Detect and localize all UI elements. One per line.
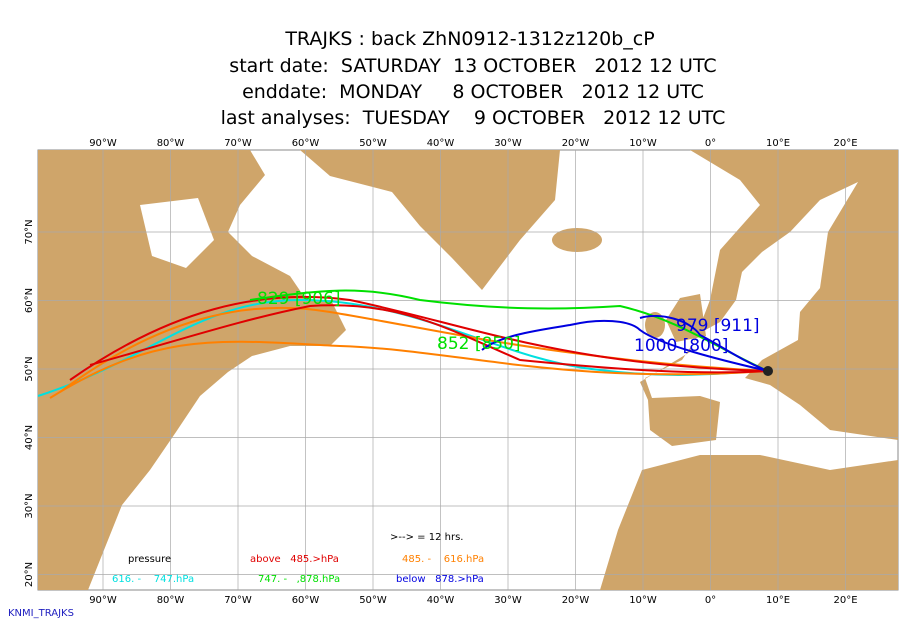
longitude-label: 70°W [224,138,252,149]
longitude-label: 10°W [629,595,657,606]
legend-red: above 485.>hPa [250,554,339,565]
longitude-label: 20°E [833,138,857,149]
longitude-label: 20°W [562,138,590,149]
longitude-label: 60°W [292,595,320,606]
latitude-label: 60°N [24,288,35,313]
longitude-label: 80°W [157,138,185,149]
trajectory-red [69,295,769,381]
arrival-point [763,366,773,376]
longitude-label: 20°E [833,595,857,606]
annotation: 979 [911] [676,316,760,336]
longitude-label: 10°E [766,595,790,606]
analyses: last analyses: TUESDAY 9 OCTOBER 2012 12… [221,107,726,129]
latitude-label: 70°N [24,219,35,244]
latitude-label: 30°N [24,493,35,518]
latitude-label: 50°N [24,356,35,381]
europe [640,150,898,446]
trajectory-orange [49,340,769,399]
latitude-label: 40°N [24,425,35,450]
longitude-label: 20°W [562,595,590,606]
iceland [552,228,602,252]
annotation: 852 [850] [437,334,521,354]
longitude-label: 0° [705,595,716,606]
longitude-label: 40°W [427,138,455,149]
longitude-label: 90°W [89,138,117,149]
longitude-label: 10°E [766,138,790,149]
end-date: enddate: MONDAY 8 OCTOBER 2012 12 UTC [242,81,704,103]
legend-title: pressure [128,554,171,565]
greenland [300,150,560,290]
longitude-label: 60°W [292,138,320,149]
axis-labels: 90°W 90°W 80°W 80°W 70°W 70°W 60°W 60°W 50°W 50°W… [24,138,858,606]
trajectory-green [249,289,769,372]
footer: KNMI_TRAJKS [8,608,74,619]
longitude-label: 40°W [427,595,455,606]
arrow-note: >--> = 12 hrs. [390,532,463,543]
trajectories [37,289,773,399]
longitude-label: 70°W [224,595,252,606]
legend-orange: 485. - 616.hPa [402,554,484,565]
longitude-label: 90°W [89,595,117,606]
longitude-label: 50°W [359,138,387,149]
title: TRAJKS : back ZhN0912-1312z120b_cP [284,28,654,50]
annotation: 1000 [800] [634,336,728,356]
start-date: start date: SATURDAY 13 OCTOBER 2012 12 … [229,55,716,77]
annotation: 829 [906] [257,289,341,309]
trajectory-red-2 [89,304,769,374]
land [38,150,898,590]
hudson-bay [140,198,214,268]
latitude-label: 20°N [24,562,35,587]
longitude-label: 50°W [359,595,387,606]
legend-blue: below 878.>hPa [396,574,484,585]
longitude-label: 80°W [157,595,185,606]
africa [600,455,898,590]
map: 829 [906] 852 [850] 979 [911] 1000 [800]… [37,149,899,591]
longitude-label: 30°W [494,138,522,149]
north-america [38,150,346,590]
trajectory-blue [481,314,769,372]
longitude-label: 0° [705,138,716,149]
longitude-label: 30°W [494,595,522,606]
longitude-label: 10°W [629,138,657,149]
legend-green: 747. - ,878.hPa [258,574,340,585]
legend-cyan: 616. - 747.hPa [112,574,194,585]
